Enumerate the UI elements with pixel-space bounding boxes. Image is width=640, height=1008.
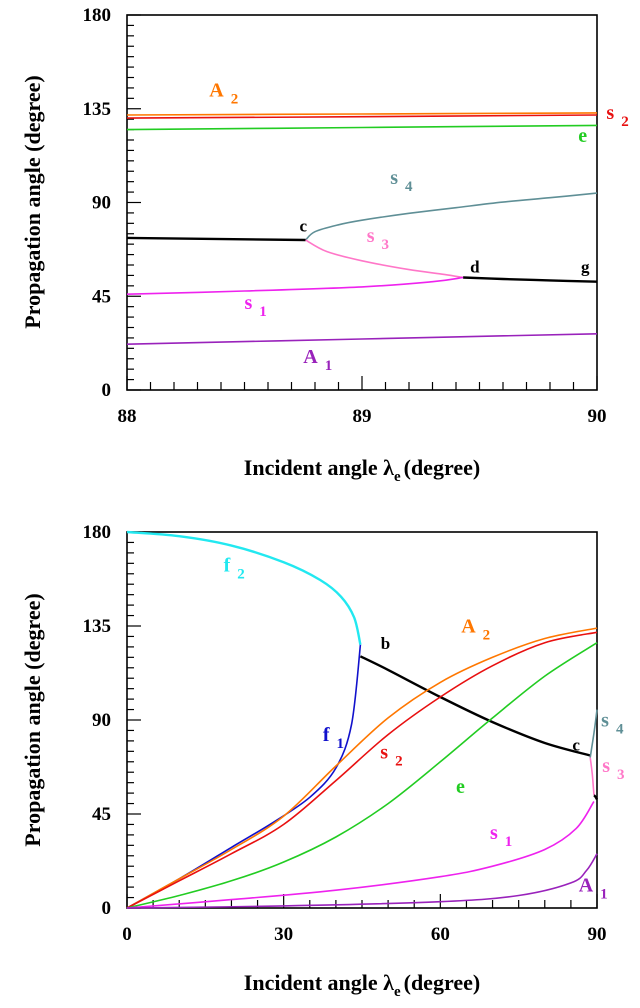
y-tick-label: 0 [102, 898, 112, 919]
y-tick-label: 45 [92, 804, 111, 825]
series-line-black [126, 236, 306, 242]
x-tick-label: 88 [118, 406, 137, 427]
series-line-s2 [126, 631, 598, 909]
top-chart-xlabel: Incident angle λe (degree) [244, 455, 480, 485]
curve-label: e [578, 125, 587, 147]
y-tick-label: 180 [83, 5, 112, 26]
y-tick-label: 135 [83, 99, 112, 120]
top-chart: 88 89 90 0 45 90 135 180 A 2 s 2 e s 4 s 3 s 1 A 1 c d g Propa… [20, 5, 629, 485]
bottom-chart-xlabel: Incident angle λe (degree) [244, 970, 480, 1000]
bottom-xlabel-sub: e [394, 984, 401, 1000]
point-label: d [470, 257, 480, 276]
series-line-f2 [126, 530, 362, 646]
y-tick-label: 0 [102, 380, 112, 401]
bottom-chart: 0 30 60 90 0 45 90 135 180 f 2 f 1 A 2 s 2 e s 4 s 3 s 1 A 1 b c P… [20, 522, 625, 1000]
x-tick-label: 90 [588, 924, 607, 945]
series-line-black [463, 276, 598, 283]
top-xlabel-suffix: (degree) [404, 455, 481, 480]
series-line-s3 [589, 757, 595, 796]
point-label: c [572, 735, 580, 754]
series-line-a1 [126, 853, 598, 909]
series-line-a2 [126, 112, 598, 116]
series-line-s3 [305, 239, 464, 279]
y-tick-label: 90 [92, 710, 111, 731]
point-label: g [581, 257, 590, 276]
point-label: c [299, 217, 307, 236]
bottom-chart-curves [126, 530, 599, 909]
series-line-s1 [126, 801, 595, 909]
series-line-s4 [305, 192, 598, 241]
bottom-chart-ylabel: Propagation angle (degree) [20, 593, 45, 846]
x-tick-label: 89 [353, 406, 372, 427]
bottom-xlabel-main: Incident angle λ [244, 970, 394, 995]
series-line-a1 [126, 333, 598, 345]
x-tick-label: 0 [122, 924, 132, 945]
y-tick-label: 135 [83, 616, 112, 637]
series-line-e [126, 642, 598, 909]
series-line-s4 [589, 709, 598, 758]
y-tick-label: 180 [83, 522, 112, 543]
x-tick-label: 30 [274, 924, 293, 945]
series-line-black [593, 794, 599, 801]
x-tick-label: 90 [588, 406, 607, 427]
series-line-a2 [126, 627, 598, 909]
point-label: b [381, 634, 390, 653]
series-line-s2 [126, 114, 598, 119]
series-line-black [359, 655, 591, 757]
bottom-chart-annotations: f 2 f 1 A 2 s 2 e s 4 s 3 s 1 A 1 b c [224, 555, 625, 903]
top-chart-frame [126, 14, 598, 391]
bottom-chart-frame [126, 531, 598, 909]
y-tick-label: 90 [92, 193, 111, 214]
top-xlabel-main: Incident angle λ [244, 455, 394, 480]
bottom-chart-ticks: 0 30 60 90 0 45 90 135 180 [83, 522, 607, 945]
y-tick-label: 45 [92, 286, 111, 307]
x-tick-label: 60 [431, 924, 450, 945]
top-chart-annotations: A 2 s 2 e s 4 s 3 s 1 A 1 c d g [209, 79, 628, 374]
top-chart-ylabel: Propagation angle (degree) [20, 75, 45, 328]
series-line-e [126, 124, 598, 131]
curve-label: e [456, 776, 465, 798]
top-xlabel-sub: e [394, 469, 401, 485]
top-chart-curves [126, 112, 598, 345]
series-line-s1 [126, 276, 464, 295]
bottom-xlabel-suffix: (degree) [404, 970, 481, 995]
top-chart-ticks: 88 89 90 0 45 90 135 180 [83, 5, 607, 427]
